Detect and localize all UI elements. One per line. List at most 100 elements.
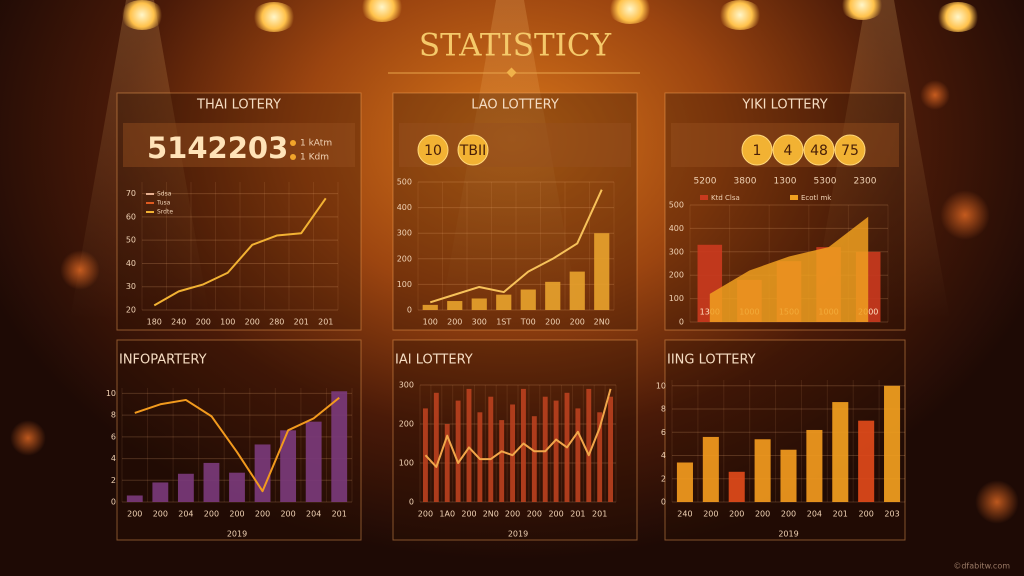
x-tick-label: 200 [527,510,542,519]
bar [806,429,823,502]
bar [858,420,875,502]
badge-label: 1 [753,143,762,159]
bar [280,430,297,502]
badge-label: 4 [784,143,793,159]
panel-title: YIKI LOTTERY [741,98,827,113]
line [429,189,603,304]
x-tick-label: 201 [570,510,585,519]
x-tick-label: 200 [447,318,462,327]
y-tick-label: 2 [661,474,666,483]
x-tick-label: 200 [245,318,260,327]
y-tick-label: 10 [656,381,666,390]
y-tick-label: 500 [397,178,412,187]
x-tick-label: 201 [318,318,333,327]
bar [608,396,614,502]
y-tick-label: 20 [126,306,136,315]
x-tick-label: 200 [461,510,476,519]
bar [471,298,487,310]
panel-title: IAI LOTTERY [395,353,473,368]
panel-title: IING LOTTERY [667,353,756,368]
x-tick-label: 200 [545,318,560,327]
footer: 2019 [778,530,798,539]
bar [466,388,472,502]
spotlight [718,0,762,30]
page-title: STATISTICY [419,28,612,64]
y-tick-label: 50 [126,236,136,245]
x-tick-label: 200 [505,510,520,519]
badge [803,134,835,166]
x-tick-label: 200 [418,510,433,519]
badge-label: TBII [459,143,486,159]
y-tick-label: 0 [111,498,116,507]
x-tick-label: 200 [204,510,219,519]
bar [728,471,745,502]
spotlight [608,0,652,24]
legend-label: Ecotl mk [801,194,832,202]
y-tick-label: 100 [399,459,414,468]
y-tick-label: 500 [669,201,684,210]
x-tick-label: 203 [884,510,899,519]
x-tick-label: 200 [255,510,270,519]
x-tick-label: 200 [548,510,563,519]
subvalue: 1300 [774,177,797,187]
legend-label: Sdsa [157,191,172,198]
y-tick-label: 6 [111,432,116,441]
y-tick-label: 200 [669,271,684,280]
subvalue: 3800 [734,177,757,187]
panel-title: THAI LOTERY [196,98,281,113]
bokeh [975,480,1019,524]
bar [594,233,610,310]
bar [477,412,483,502]
footer: 2019 [227,530,247,539]
x-tick-label: T00 [520,318,536,327]
bar [832,402,849,502]
bar [510,404,516,502]
legend-label: Tusa [156,200,171,207]
y-tick-label: 4 [661,451,666,460]
y-tick-label: 2 [111,476,116,485]
badge [772,134,804,166]
bar [499,420,505,502]
bokeh [60,250,100,290]
note-dot [290,154,296,160]
spotlight [120,0,164,30]
y-tick-label: 0 [409,498,414,507]
bar [780,449,797,502]
y-tick-label: 60 [126,212,136,221]
x-tick-label: 200 [703,510,718,519]
note-dot [290,140,296,146]
spotlight [252,2,296,32]
legend-swatch [700,195,708,200]
bar [884,385,901,502]
bar [586,388,592,502]
bar [126,495,143,502]
bar [455,400,461,502]
x-tick-label: 200 [196,318,211,327]
bar [447,301,463,310]
bar [422,304,438,310]
badge [417,134,449,166]
y-tick-label: 400 [397,203,412,212]
bokeh [920,80,950,110]
spotlight [936,2,980,32]
bokeh [10,420,46,456]
bar [553,400,559,502]
x-tick-label: 201 [332,510,347,519]
x-tick-label: 2N0 [594,318,610,327]
x-tick-label: 200 [755,510,770,519]
bar [702,436,719,502]
bar [542,396,548,502]
x-tick-label: 100 [423,318,438,327]
subvalue: 5300 [814,177,837,187]
line [153,197,327,307]
y-tick-label: 4 [111,454,116,463]
y-tick-label: 30 [126,282,136,291]
badge [457,134,489,166]
note: 1 kAtm [300,139,332,149]
x-tick-label: 200 [280,510,295,519]
panel [116,92,362,331]
x-tick-label: 204 [178,510,193,519]
x-tick-label: 180 [147,318,162,327]
x-tick-label: 200 [781,510,796,519]
